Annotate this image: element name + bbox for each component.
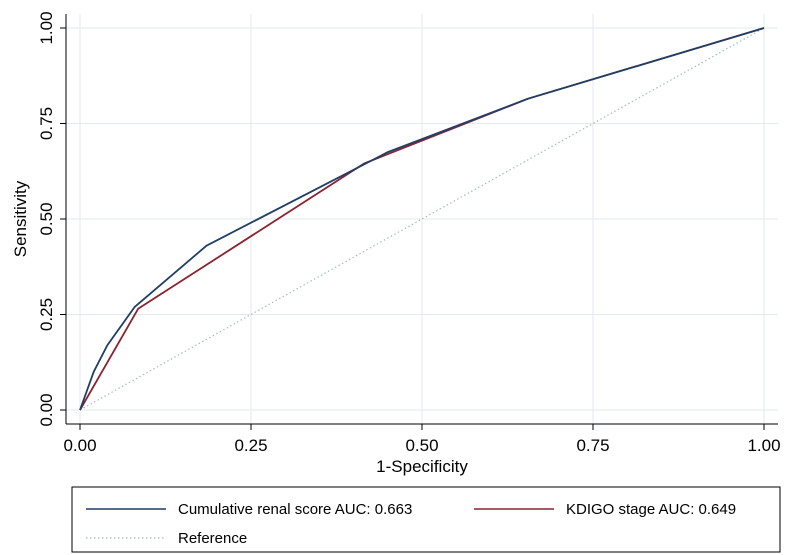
series-line-cumulative [79, 27, 765, 411]
x-tick-label: 0.50 [405, 436, 438, 455]
legend-label-cumulative: Cumulative renal score AUC: 0.663 [178, 501, 412, 518]
x-tick-label: 0.25 [234, 436, 267, 455]
series-group [79, 27, 765, 411]
x-axis-title: 1-Specificity [376, 457, 468, 476]
y-tick-label: 0.50 [37, 202, 56, 235]
x-tick-label: 0.00 [63, 436, 96, 455]
grid [66, 14, 778, 424]
y-axis-title: Sensitivity [11, 180, 30, 257]
y-tick-label: 0.25 [37, 298, 56, 331]
legend-label-reference: Reference [178, 530, 247, 547]
y-tick-label: 0.00 [37, 393, 56, 426]
series-line-reference [79, 27, 765, 411]
legend-box [71, 486, 781, 553]
ticks: 0.00 0.25 0.50 0.75 1.00 0.00 0.25 0.50 0.75 1.00 [37, 11, 781, 455]
x-tick-label: 1.00 [747, 436, 780, 455]
legend: Cumulative renal score AUC: 0.663 KDIGO … [71, 486, 781, 553]
legend-label-kdigo: KDIGO stage AUC: 0.649 [566, 501, 736, 518]
x-tick-label: 0.75 [576, 436, 609, 455]
y-tick-label: 1.00 [37, 11, 56, 44]
y-tick-label: 0.75 [37, 107, 56, 140]
